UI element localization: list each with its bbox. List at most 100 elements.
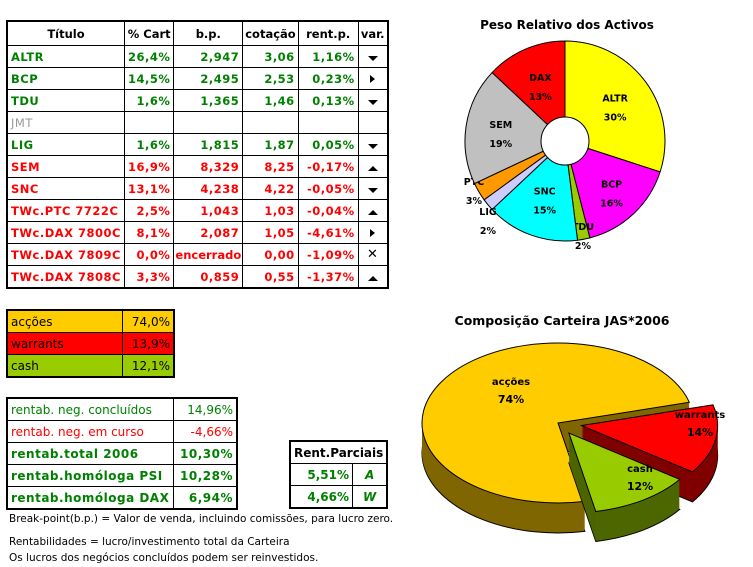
donut-chart: ALTR30%BCP16%TDU2%SNC15%LIG2%PTC3%SEM19%… [464, 40, 666, 252]
donut-value-label: 16% [600, 199, 623, 210]
allocation-label: acções [6, 309, 123, 333]
arrow-down-icon [367, 187, 378, 193]
table-row: ALTR 26,4% 2,947 3,06 1,16% [6, 45, 389, 68]
arrow-down-icon [367, 99, 378, 105]
table-row: TDU 1,6% 1,365 1,46 0,13% [6, 89, 389, 112]
donut-slice-sem [464, 71, 566, 185]
return-label: rentab.homóloga DAX [6, 486, 174, 510]
quote: 1,05 [242, 221, 299, 244]
partial-header: Rent.Parciais [289, 440, 388, 464]
donut-value-label: 19% [489, 139, 512, 150]
return: 0,13% [297, 89, 359, 112]
portfolio-pct: 8,1% [123, 221, 175, 244]
allocation-row: acções 74,0% [6, 309, 175, 333]
donut-slice-altr [564, 40, 666, 173]
donut-slice-snc [491, 139, 579, 242]
returns-table: rentab. neg. concluídos 14,96% rentab. neg… [6, 397, 238, 510]
allocation-value: 12,1% [122, 354, 175, 378]
pie3d-label: acções [492, 377, 530, 388]
return-row: rentab. neg. concluídos 14,96% [6, 397, 238, 421]
quote: 0,00 [242, 243, 299, 266]
return: -1,37% [297, 265, 359, 289]
table-row: TWc.DAX 7809C 0,0% encerrado 0,00 -1,09% ✕ [6, 243, 389, 266]
arrow-right-icon [370, 228, 376, 237]
return-value: 10,28% [173, 464, 238, 487]
quote: 1,87 [242, 133, 299, 156]
donut-value-label: 30% [604, 113, 627, 124]
portfolio-pct: 3,3% [123, 265, 175, 289]
return: -0,04% [297, 199, 359, 222]
pie3d-slice-acções [421, 342, 691, 504]
arrow-up-icon [367, 275, 378, 281]
pie3d-value-label: 12% [627, 480, 653, 493]
allocation-value: 13,9% [122, 332, 175, 355]
return-label: rentab. neg. concluídos [6, 397, 174, 421]
column-header[interactable]: % Cart [123, 20, 175, 46]
donut-title: Peso Relativo dos Activos [480, 18, 654, 32]
allocation-row: warrants 13,9% [6, 332, 175, 355]
arrow-down-icon [367, 55, 378, 61]
portfolio-pct: 0,0% [123, 243, 175, 266]
donut-value-label: 3% [466, 196, 483, 207]
return-row: rentab.homóloga DAX 6,94% [6, 486, 238, 510]
return-value: 6,94% [173, 486, 238, 510]
pie3d-label: cash [627, 464, 653, 475]
return: -1,09% [297, 243, 359, 266]
allocation-row: cash 12,1% [6, 354, 175, 378]
donut-label: LIG [479, 207, 497, 218]
donut-value-label: 13% [529, 92, 552, 103]
table-row: SNC 13,1% 4,238 4,22 -0,05% [6, 177, 389, 200]
donut-slice-dax [491, 40, 566, 143]
allocation-table: acções 74,0% warrants 13,9% cash 12,1% [6, 309, 175, 378]
note-reinvest: Os lucros dos negócios concluídos podem … [9, 552, 319, 564]
donut-value-label: 2% [480, 226, 497, 237]
partial-code: W [352, 485, 388, 509]
donut-label: SNC [534, 186, 556, 197]
pie3d-title: Composição Carteira JAS*2006 [455, 313, 670, 328]
table-row: TWc.DAX 7808C 3,3% 0,859 0,55 -1,37% [6, 265, 389, 289]
quote: 1,03 [242, 199, 299, 222]
break-point: 4,238 [173, 177, 244, 200]
donut-label: BCP [601, 180, 622, 191]
donut-value-label: 2% [575, 241, 592, 252]
note-returns: Rentabilidades = lucro/investimento tota… [9, 536, 290, 548]
pie3d-slice-warrants [579, 404, 719, 473]
portfolio-pct: 2,5% [123, 199, 175, 222]
table-row: SEM 16,9% 8,329 8,25 -0,17% [6, 155, 389, 178]
note-breakpoint: Break-point(b.p.) = Valor de venda, incl… [9, 513, 394, 525]
donut-label: TDU [572, 222, 594, 233]
break-point: encerrado [173, 243, 244, 266]
quote: 2,53 [242, 67, 299, 90]
donut-label: DAX [529, 73, 552, 84]
return-value: -4,66% [173, 420, 238, 443]
pie3d-value-label: 14% [687, 426, 713, 439]
holdings-table: Título% Cart b.p. cotação rent.p. var. ALTR 2… [6, 20, 389, 289]
variation-cell: ✕ [357, 243, 389, 266]
arrow-down-icon [367, 143, 378, 149]
table-row: JMT [6, 111, 389, 134]
table-row: TWc.PTC 7722C 2,5% 1,043 1,03 -0,04% [6, 199, 389, 222]
pie3d-slice-cash [568, 432, 681, 513]
variation-cell [357, 45, 389, 68]
table-row: TWc.DAX 7800C 8,1% 2,087 1,05 -4,61% [6, 221, 389, 244]
variation-cell [357, 265, 389, 289]
break-point: 2,495 [173, 67, 244, 90]
partial-value: 5,51% [289, 463, 353, 486]
arrow-up-icon [367, 165, 378, 171]
asset-name: TWc.DAX 7808C [6, 265, 125, 289]
return: -4,61% [297, 221, 359, 244]
pie3d-chart: acções 74% warrants 14% cash 12% [421, 342, 725, 543]
return-label: rentab.homóloga PSI [6, 464, 174, 487]
return-label: rentab.total 2006 [6, 442, 174, 465]
pie3d-value-label: 74% [498, 393, 524, 406]
allocation-label: cash [6, 354, 123, 378]
partial-code: A [352, 463, 388, 486]
portfolio-pct: 26,4% [123, 45, 175, 68]
donut-hole [540, 116, 590, 166]
column-header[interactable]: var. [357, 20, 389, 46]
donut-value-label: 15% [533, 205, 556, 216]
donut-label: SEM [489, 120, 512, 131]
return: -0,05% [297, 177, 359, 200]
closed-icon: ✕ [366, 247, 379, 262]
